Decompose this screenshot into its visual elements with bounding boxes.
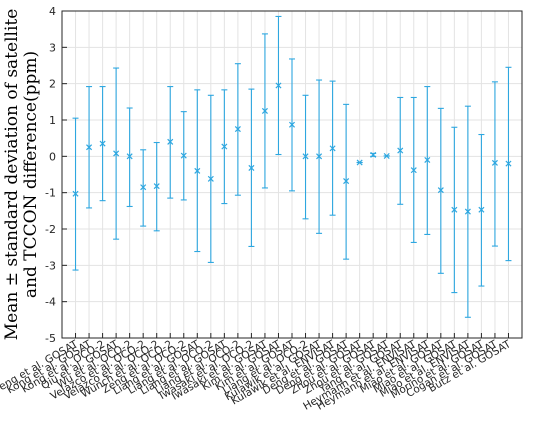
y-tick-label: -1 (45, 187, 56, 200)
y-tick-label: 2 (49, 78, 56, 91)
mean-marker (505, 160, 512, 167)
error-bar (86, 86, 93, 209)
mean-marker (478, 206, 485, 213)
mean-marker (261, 107, 268, 114)
error-bar (424, 86, 431, 235)
mean-marker (437, 187, 444, 194)
error-bar (410, 96, 417, 243)
mean-marker (410, 167, 417, 174)
mean-marker (194, 167, 201, 174)
error-bar (113, 67, 120, 240)
error-bar (302, 94, 309, 220)
error-bar (221, 89, 228, 205)
y-tick-label: 4 (49, 5, 56, 18)
error-bar (464, 105, 471, 318)
error-bars (72, 15, 512, 318)
error-bar (140, 149, 147, 227)
error-bar (207, 94, 214, 263)
error-bar (194, 89, 201, 253)
y-tick-label: -3 (45, 259, 56, 272)
error-bar (478, 133, 485, 287)
plot-axes (61, 10, 523, 339)
error-bar (99, 86, 106, 202)
mean-marker (370, 151, 377, 158)
error-bar (126, 107, 133, 208)
y-tick-label: 1 (49, 114, 56, 127)
y-tick-label: 3 (49, 41, 56, 54)
error-bar (356, 159, 363, 166)
error-bar (491, 81, 498, 247)
mean-marker (302, 153, 309, 160)
y-axis-label-line-2: and TCCON difference(ppm) (21, 51, 41, 298)
mean-marker (207, 175, 214, 182)
mean-marker (180, 152, 187, 159)
error-bar (167, 86, 174, 199)
mean-marker (234, 126, 241, 133)
y-tick-label: -4 (45, 296, 56, 309)
mean-marker (288, 121, 296, 128)
mean-marker (491, 159, 498, 166)
error-bar (72, 117, 79, 271)
error-bar (343, 103, 350, 260)
mean-marker (383, 152, 390, 159)
mean-marker (397, 147, 404, 154)
mean-marker (343, 178, 350, 185)
y-tick-labels: -5 -4 -3 -2 -1 0 1 2 3 4 (45, 5, 56, 345)
error-bar (329, 80, 336, 216)
y-tick-label: 0 (49, 150, 56, 163)
error-bar (234, 63, 241, 196)
error-bar (505, 66, 512, 262)
mean-marker (167, 138, 174, 145)
mean-marker (86, 144, 93, 151)
mean-marker (275, 82, 282, 89)
mean-marker (113, 150, 120, 157)
error-bar (370, 151, 377, 158)
mean-marker (329, 145, 336, 152)
error-bar (383, 152, 390, 159)
error-bar (248, 88, 255, 247)
y-axis-label-line-1: Mean ± standard deviation of satellite (2, 9, 22, 341)
mean-marker (140, 184, 147, 191)
mean-marker (316, 153, 323, 160)
error-bar (180, 111, 187, 201)
error-bar (261, 33, 268, 189)
mean-marker (451, 206, 458, 213)
y-tick-label: -5 (45, 332, 56, 345)
mean-marker (356, 159, 363, 166)
mean-marker (126, 153, 133, 160)
mean-marker (72, 190, 79, 197)
error-bar (275, 15, 282, 156)
error-bar (437, 107, 444, 274)
mean-marker (153, 183, 160, 190)
error-bar (153, 141, 160, 232)
mean-marker (99, 140, 106, 147)
mean-marker (221, 143, 228, 150)
y-tick-label: -2 (45, 223, 56, 236)
error-bar (316, 79, 323, 234)
mean-marker (464, 208, 471, 215)
error-bar (288, 58, 296, 192)
mean-marker (424, 156, 431, 163)
error-bar (451, 126, 458, 294)
mean-marker (248, 164, 255, 171)
error-bar (397, 96, 404, 205)
